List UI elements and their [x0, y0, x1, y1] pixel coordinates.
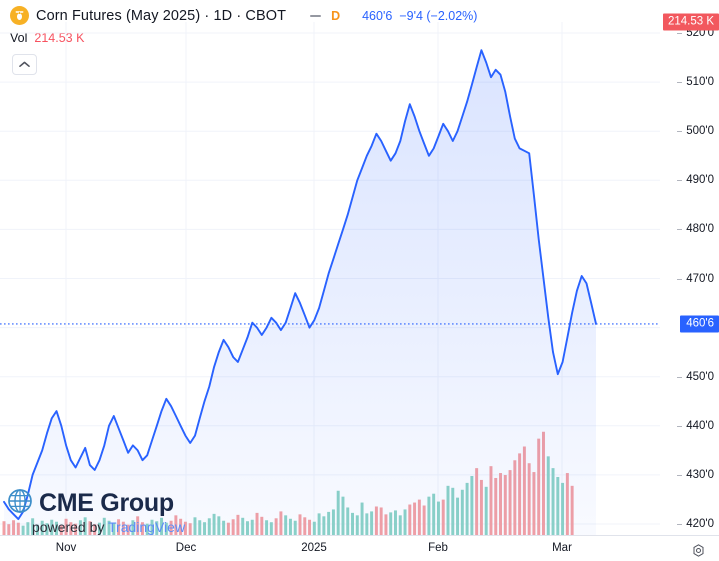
- volume-label: Vol: [10, 31, 28, 45]
- price-scale-tick: 430'0: [677, 469, 714, 481]
- time-scale[interactable]: Nov Dec 2025 Feb Mar: [0, 535, 719, 561]
- current-price-badge: 460'6: [680, 315, 719, 333]
- volume-value: 214.53 K: [34, 31, 85, 45]
- corn-futures-icon: [10, 6, 29, 25]
- chevron-up-icon[interactable]: [12, 54, 37, 75]
- chart-legend-main: Corn Futures (May 2025) · 1D · CBOT D 46…: [10, 6, 477, 25]
- price-change-value: −9'4 (−2.02%): [399, 8, 478, 23]
- series-style-icon[interactable]: [310, 14, 322, 17]
- price-scale-tick: 510'0: [677, 76, 714, 88]
- price-scale-tick: 470'0: [677, 273, 714, 285]
- interval-badge[interactable]: D: [331, 8, 341, 23]
- price-scale-tick: 500'0: [677, 125, 714, 137]
- price-scale-tick: 480'0: [677, 223, 714, 235]
- time-scale-tick: Dec: [175, 542, 197, 554]
- time-scale-tick: Mar: [552, 542, 572, 554]
- time-scale-tick: Feb: [428, 542, 448, 554]
- current-volume-badge: 214.53 K: [662, 13, 719, 31]
- chart-settings-icon[interactable]: [692, 544, 705, 557]
- price-area-fill: [4, 50, 596, 535]
- symbol-title[interactable]: Corn Futures (May 2025) · 1D · CBOT: [36, 7, 287, 24]
- time-scale-tick: 2025: [301, 542, 327, 554]
- price-scale-tick: 450'0: [677, 371, 714, 383]
- chart-canvas[interactable]: [0, 22, 660, 535]
- chart-plot-area[interactable]: [0, 22, 660, 535]
- price-line: [3, 49, 597, 521]
- chart-legend-volume: Vol 214.53 K: [10, 31, 84, 45]
- last-price-value: 460'6: [362, 8, 393, 23]
- price-scale-tick: 420'0: [677, 518, 714, 530]
- price-scale-tick: 490'0: [677, 174, 714, 186]
- price-scale-tick: 440'0: [677, 420, 714, 432]
- time-scale-tick: Nov: [55, 542, 77, 554]
- price-scale[interactable]: 520'0 510'0 500'0 490'0 480'0 470'0 450'0 440'0…: [660, 13, 719, 535]
